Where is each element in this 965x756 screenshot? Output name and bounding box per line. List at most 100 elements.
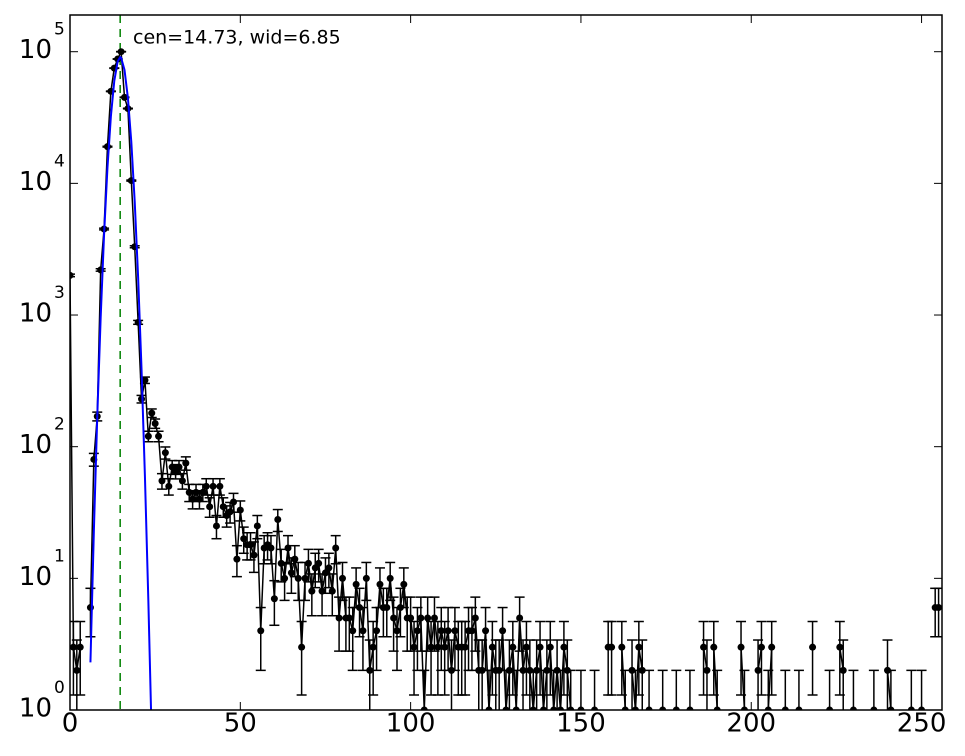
data-point <box>192 488 200 496</box>
data-point <box>407 614 415 622</box>
error-bar <box>916 669 927 710</box>
error-bar <box>756 620 767 696</box>
data-point <box>887 706 895 710</box>
data-point <box>349 627 357 635</box>
data-point <box>441 643 449 651</box>
data-point <box>270 595 278 603</box>
y-tick-label: 10 <box>19 299 52 329</box>
error-bar <box>885 669 896 710</box>
error-bar <box>906 669 917 710</box>
x-tick-label: 150 <box>556 709 606 739</box>
data-point <box>369 643 377 651</box>
data-point <box>345 614 353 622</box>
data-point <box>335 614 343 622</box>
data-point <box>315 559 323 567</box>
data-point <box>117 48 125 56</box>
data-point <box>591 706 599 710</box>
data-point <box>502 706 510 710</box>
data-point <box>468 627 476 635</box>
data-point <box>328 587 336 595</box>
data-point <box>308 587 316 595</box>
y-tick-exponent: 4 <box>54 151 65 171</box>
data-point <box>284 544 292 552</box>
annotation: cen=14.73, wid=6.85 <box>133 27 341 49</box>
data-point <box>645 706 653 710</box>
y-tick-exponent: 5 <box>54 20 65 40</box>
data-point <box>253 522 261 530</box>
data-point <box>505 666 513 674</box>
error-bar <box>606 620 617 696</box>
data-point <box>413 627 421 635</box>
data-point <box>185 488 193 496</box>
data-point <box>178 477 186 485</box>
data-point <box>144 432 152 440</box>
data-point <box>219 503 227 511</box>
data-point <box>247 541 255 549</box>
data-point <box>434 643 442 651</box>
error-bar <box>70 273 75 278</box>
data-point <box>70 271 74 279</box>
data-point <box>512 706 520 710</box>
error-bar <box>882 639 893 710</box>
data-point <box>376 580 384 588</box>
data-point <box>870 706 878 710</box>
data-point <box>839 666 847 674</box>
data-point <box>182 459 190 467</box>
error-bar <box>565 669 576 710</box>
data-point <box>417 614 425 622</box>
error-bar <box>657 669 668 710</box>
data-point <box>424 614 432 622</box>
data-point <box>482 627 490 635</box>
y-tick-exponent: 1 <box>54 546 65 566</box>
data-point <box>781 706 789 710</box>
data-point <box>437 627 445 635</box>
data-point <box>287 569 295 577</box>
data-point <box>557 706 564 710</box>
data-point <box>737 643 745 651</box>
error-bar <box>848 669 859 710</box>
data-point <box>158 477 166 485</box>
error-bar <box>671 669 682 710</box>
y-tick-exponent: 0 <box>54 678 65 698</box>
data-point <box>277 559 285 567</box>
data-point <box>543 666 551 674</box>
data-point <box>519 666 527 674</box>
error-bar <box>644 669 655 710</box>
data-point <box>516 614 524 622</box>
data-point <box>291 555 299 563</box>
data-point <box>410 643 418 651</box>
data-point <box>366 666 374 674</box>
data-point <box>488 643 496 651</box>
data-point <box>274 515 282 523</box>
data-point <box>935 604 942 612</box>
data-point <box>76 643 84 651</box>
data-point <box>155 432 163 440</box>
error-bar <box>627 639 638 710</box>
data-point <box>352 580 360 588</box>
y-tick-label: 10 <box>19 694 52 724</box>
x-tick-label: 100 <box>386 709 436 739</box>
data-point <box>386 574 394 582</box>
data-point <box>560 643 568 651</box>
data-point <box>257 627 265 635</box>
data-point <box>567 706 575 710</box>
data-point <box>199 488 207 496</box>
data-point <box>121 93 128 101</box>
error-bar <box>562 639 573 710</box>
error-bar <box>868 669 879 710</box>
y-tick-label: 10 <box>19 430 52 460</box>
data-point <box>73 666 81 674</box>
data-point <box>325 564 333 572</box>
x-tick-label: 0 <box>62 709 79 739</box>
data-point <box>420 706 428 710</box>
data-point <box>740 706 748 710</box>
data-point <box>768 643 776 651</box>
data-point <box>161 449 169 457</box>
data-point <box>461 643 469 651</box>
error-bar <box>766 620 777 696</box>
data-point <box>499 627 507 635</box>
fit-line <box>89 56 153 710</box>
data-point <box>148 409 156 417</box>
data-point <box>233 555 241 563</box>
data-point <box>608 643 616 651</box>
